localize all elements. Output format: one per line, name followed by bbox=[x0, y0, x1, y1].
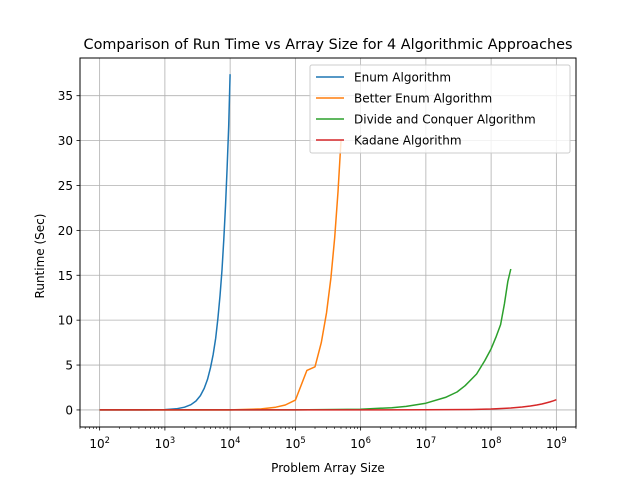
series-line-enum-algorithm bbox=[99, 74, 231, 411]
x-tick-label: 103 bbox=[155, 435, 176, 451]
x-tick-label: 104 bbox=[220, 435, 241, 451]
y-axis-ticks: 0 5 10 15 20 25 30 35 bbox=[58, 89, 80, 417]
y-tick-label: 25 bbox=[58, 179, 73, 193]
plot-frame bbox=[79, 57, 577, 428]
legend-label: Kadane Algorithm bbox=[354, 134, 462, 148]
series-lines bbox=[99, 74, 557, 411]
y-tick-label: 0 bbox=[65, 403, 73, 417]
x-axis-label: Problem Array Size bbox=[271, 461, 385, 475]
chart-title: Comparison of Run Time vs Array Size for… bbox=[84, 37, 573, 53]
series-line-divide-and-conquer-algorithm bbox=[99, 268, 512, 411]
legend-label: Enum Algorithm bbox=[354, 71, 451, 85]
y-tick-label: 10 bbox=[58, 314, 73, 328]
y-tick-label: 35 bbox=[58, 89, 73, 103]
x-tick-label: 105 bbox=[285, 435, 306, 451]
legend-label: Better Enum Algorithm bbox=[354, 92, 492, 106]
x-tick-label: 102 bbox=[89, 435, 110, 451]
y-tick-label: 30 bbox=[58, 134, 73, 148]
x-tick-label: 106 bbox=[350, 435, 371, 451]
series-line-kadane-algorithm bbox=[99, 398, 557, 411]
x-axis-ticks: 102 103 104 105 106 107 108 109 bbox=[79, 427, 577, 451]
legend-label: Divide and Conquer Algorithm bbox=[354, 113, 536, 127]
x-tick-label: 107 bbox=[416, 435, 437, 451]
y-axis-label: Runtime (Sec) bbox=[33, 214, 47, 299]
x-tick-label: 109 bbox=[546, 435, 567, 451]
y-tick-label: 15 bbox=[58, 269, 73, 283]
y-tick-label: 5 bbox=[65, 359, 73, 373]
x-tick-label: 108 bbox=[481, 435, 502, 451]
legend-box bbox=[309, 64, 571, 154]
legend: Enum Algorithm Better Enum Algorithm Divid… bbox=[309, 64, 571, 154]
y-tick-label: 20 bbox=[58, 224, 73, 238]
